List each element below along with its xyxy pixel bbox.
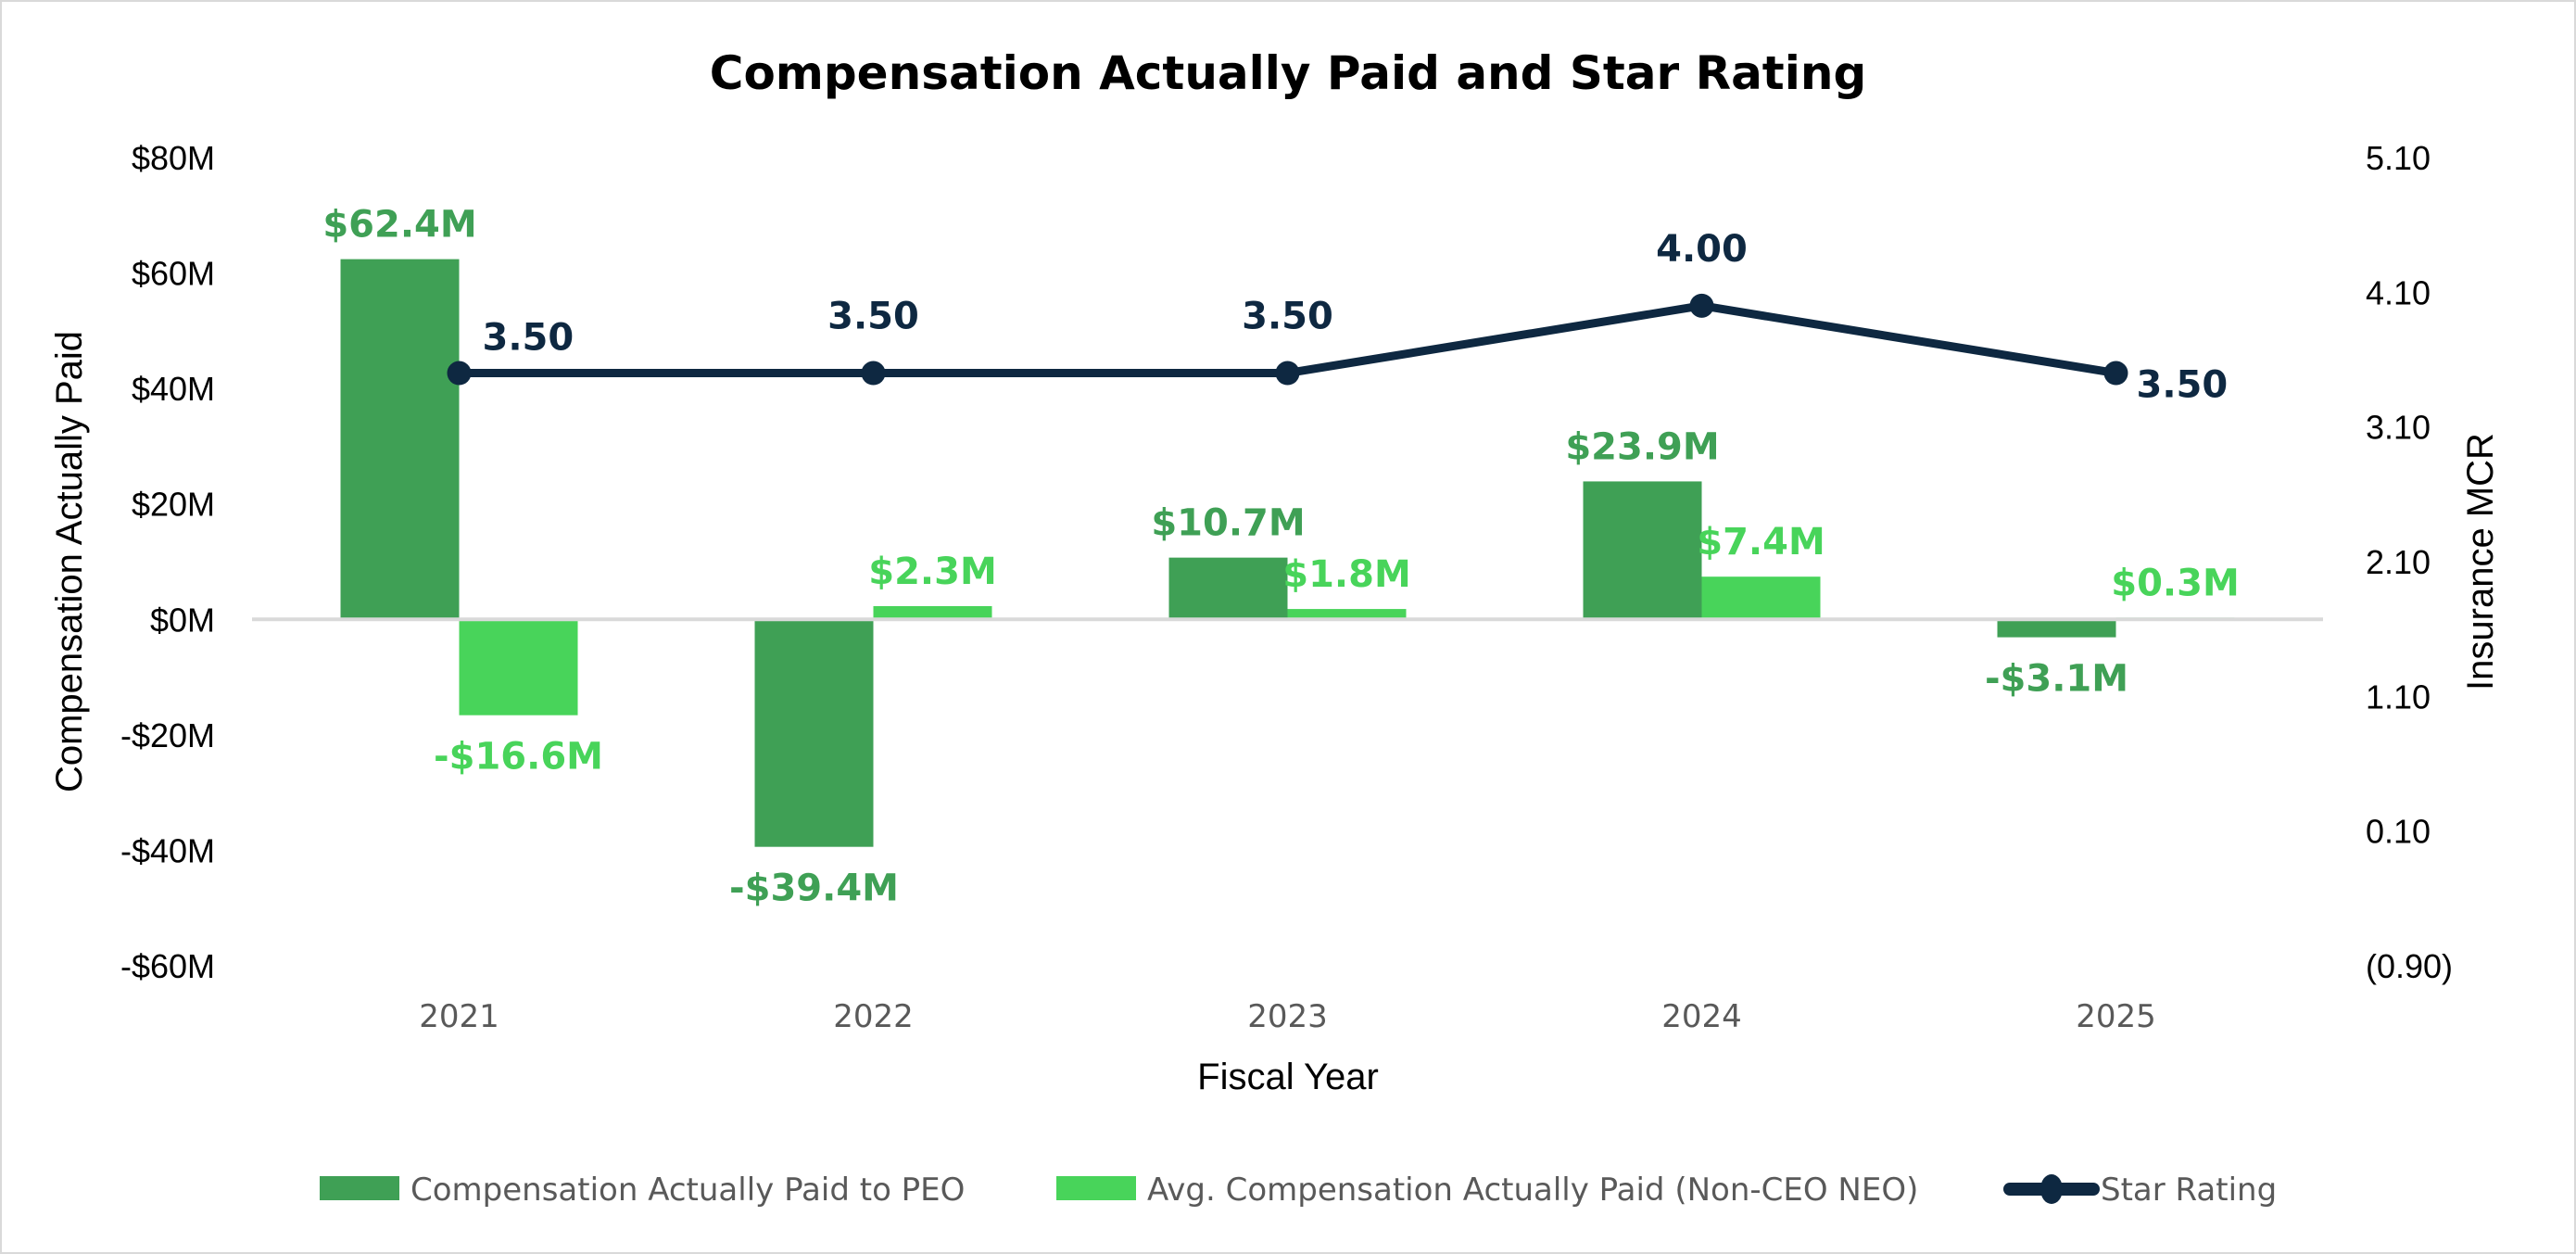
x-tick-label: 2023: [1247, 998, 1328, 1035]
peo-bar: [1168, 557, 1288, 620]
neo-avg-bar: [1701, 576, 1821, 620]
legend: Compensation Actually Paid to PEO Avg. Co…: [320, 1172, 2277, 1209]
y-tick-label: $60M: [132, 255, 215, 293]
star-rating-label: 3.50: [827, 296, 919, 338]
star-rating-marker: [1689, 293, 1714, 318]
peo-bar: [1583, 481, 1702, 620]
bars: [340, 259, 2235, 847]
y2-tick-label: 1.10: [2366, 678, 2431, 716]
y-tick-label: $40M: [132, 370, 215, 408]
y-tick-label: $0M: [150, 601, 215, 639]
bar-data-label: $2.3M: [868, 551, 997, 593]
x-tick-label: 2022: [833, 998, 914, 1035]
bar-data-label: $0.3M: [2111, 562, 2240, 604]
right-axis-ticks: 5.10 4.10 3.10 2.10 1.10 0.10 (0.90): [2366, 139, 2453, 985]
bar-data-label: -$16.6M: [434, 736, 603, 779]
x-tick-label: 2021: [419, 998, 499, 1035]
y-tick-label: $80M: [132, 139, 215, 177]
star-rating-series: [447, 293, 2128, 386]
star-rating-marker: [861, 361, 886, 386]
legend-marker-swatch: [2040, 1174, 2063, 1204]
y-tick-label: $20M: [132, 486, 215, 524]
y2-tick-label: 5.10: [2366, 139, 2431, 177]
left-axis-ticks: $80M $60M $40M $20M $0M -$20M -$40M -$60M: [120, 139, 215, 985]
y-tick-label: -$40M: [120, 831, 215, 869]
bar-data-label: $23.9M: [1565, 425, 1719, 468]
y2-tick-label: 3.10: [2366, 409, 2431, 447]
legend-item[interactable]: Avg. Compensation Actually Paid (Non-CEO…: [1056, 1172, 1918, 1209]
data-labels: $62.4M -$39.4M $10.7M $23.9M -$3.1M -$16.6M $2…: [322, 204, 2239, 910]
bar-data-label: $1.8M: [1282, 553, 1411, 596]
legend-label: Avg. Compensation Actually Paid (Non-CEO…: [1147, 1172, 1918, 1209]
peo-bar: [754, 619, 874, 847]
y2-axis-title: Insurance MCR: [2460, 433, 2501, 690]
y-axis-title: Compensation Actually Paid: [49, 331, 90, 792]
bar-data-label: $62.4M: [322, 204, 476, 247]
y-tick-label: -$20M: [120, 716, 215, 754]
bar-data-label: -$3.1M: [1985, 658, 2128, 701]
neo-avg-bar: [459, 619, 578, 716]
legend-item[interactable]: Star Rating: [2003, 1172, 2277, 1209]
peo-bar: [340, 259, 460, 620]
star-rating-marker: [447, 361, 472, 386]
x-tick-label: 2025: [2076, 998, 2156, 1035]
y2-tick-label: (0.90): [2366, 947, 2453, 985]
legend-item[interactable]: Compensation Actually Paid to PEO: [320, 1172, 965, 1209]
star-rating-label: 3.50: [1242, 296, 1333, 338]
legend-label: Star Rating: [2101, 1172, 2277, 1209]
y2-tick-label: 0.10: [2366, 813, 2431, 851]
star-rating-marker: [2103, 361, 2128, 386]
y2-tick-label: 4.10: [2366, 273, 2431, 311]
legend-swatch: [320, 1176, 399, 1200]
y-tick-label: -$60M: [120, 947, 215, 985]
bar-data-label: $7.4M: [1697, 521, 1825, 564]
star-rating-marker: [1275, 361, 1300, 386]
x-axis-ticks: 2021 2022 2023 2024 2025: [419, 998, 2156, 1035]
x-axis-title: Fiscal Year: [1197, 1057, 1379, 1097]
peo-bar: [1997, 619, 2116, 638]
y2-tick-label: 2.10: [2366, 543, 2431, 581]
legend-label: Compensation Actually Paid to PEO: [410, 1172, 965, 1209]
star-rating-label: 4.00: [1656, 228, 1748, 271]
star-rating-label: 3.50: [2137, 364, 2229, 407]
bar-data-label: -$39.4M: [729, 868, 899, 910]
chart-title: Compensation Actually Paid and Star Rati…: [710, 46, 1867, 100]
legend-swatch: [1056, 1176, 1136, 1200]
x-tick-label: 2024: [1661, 998, 1742, 1035]
star-rating-label: 3.50: [483, 317, 575, 360]
bar-data-label: $10.7M: [1151, 502, 1305, 545]
neo-avg-bar: [1287, 609, 1407, 620]
neo-avg-bar: [873, 605, 992, 620]
